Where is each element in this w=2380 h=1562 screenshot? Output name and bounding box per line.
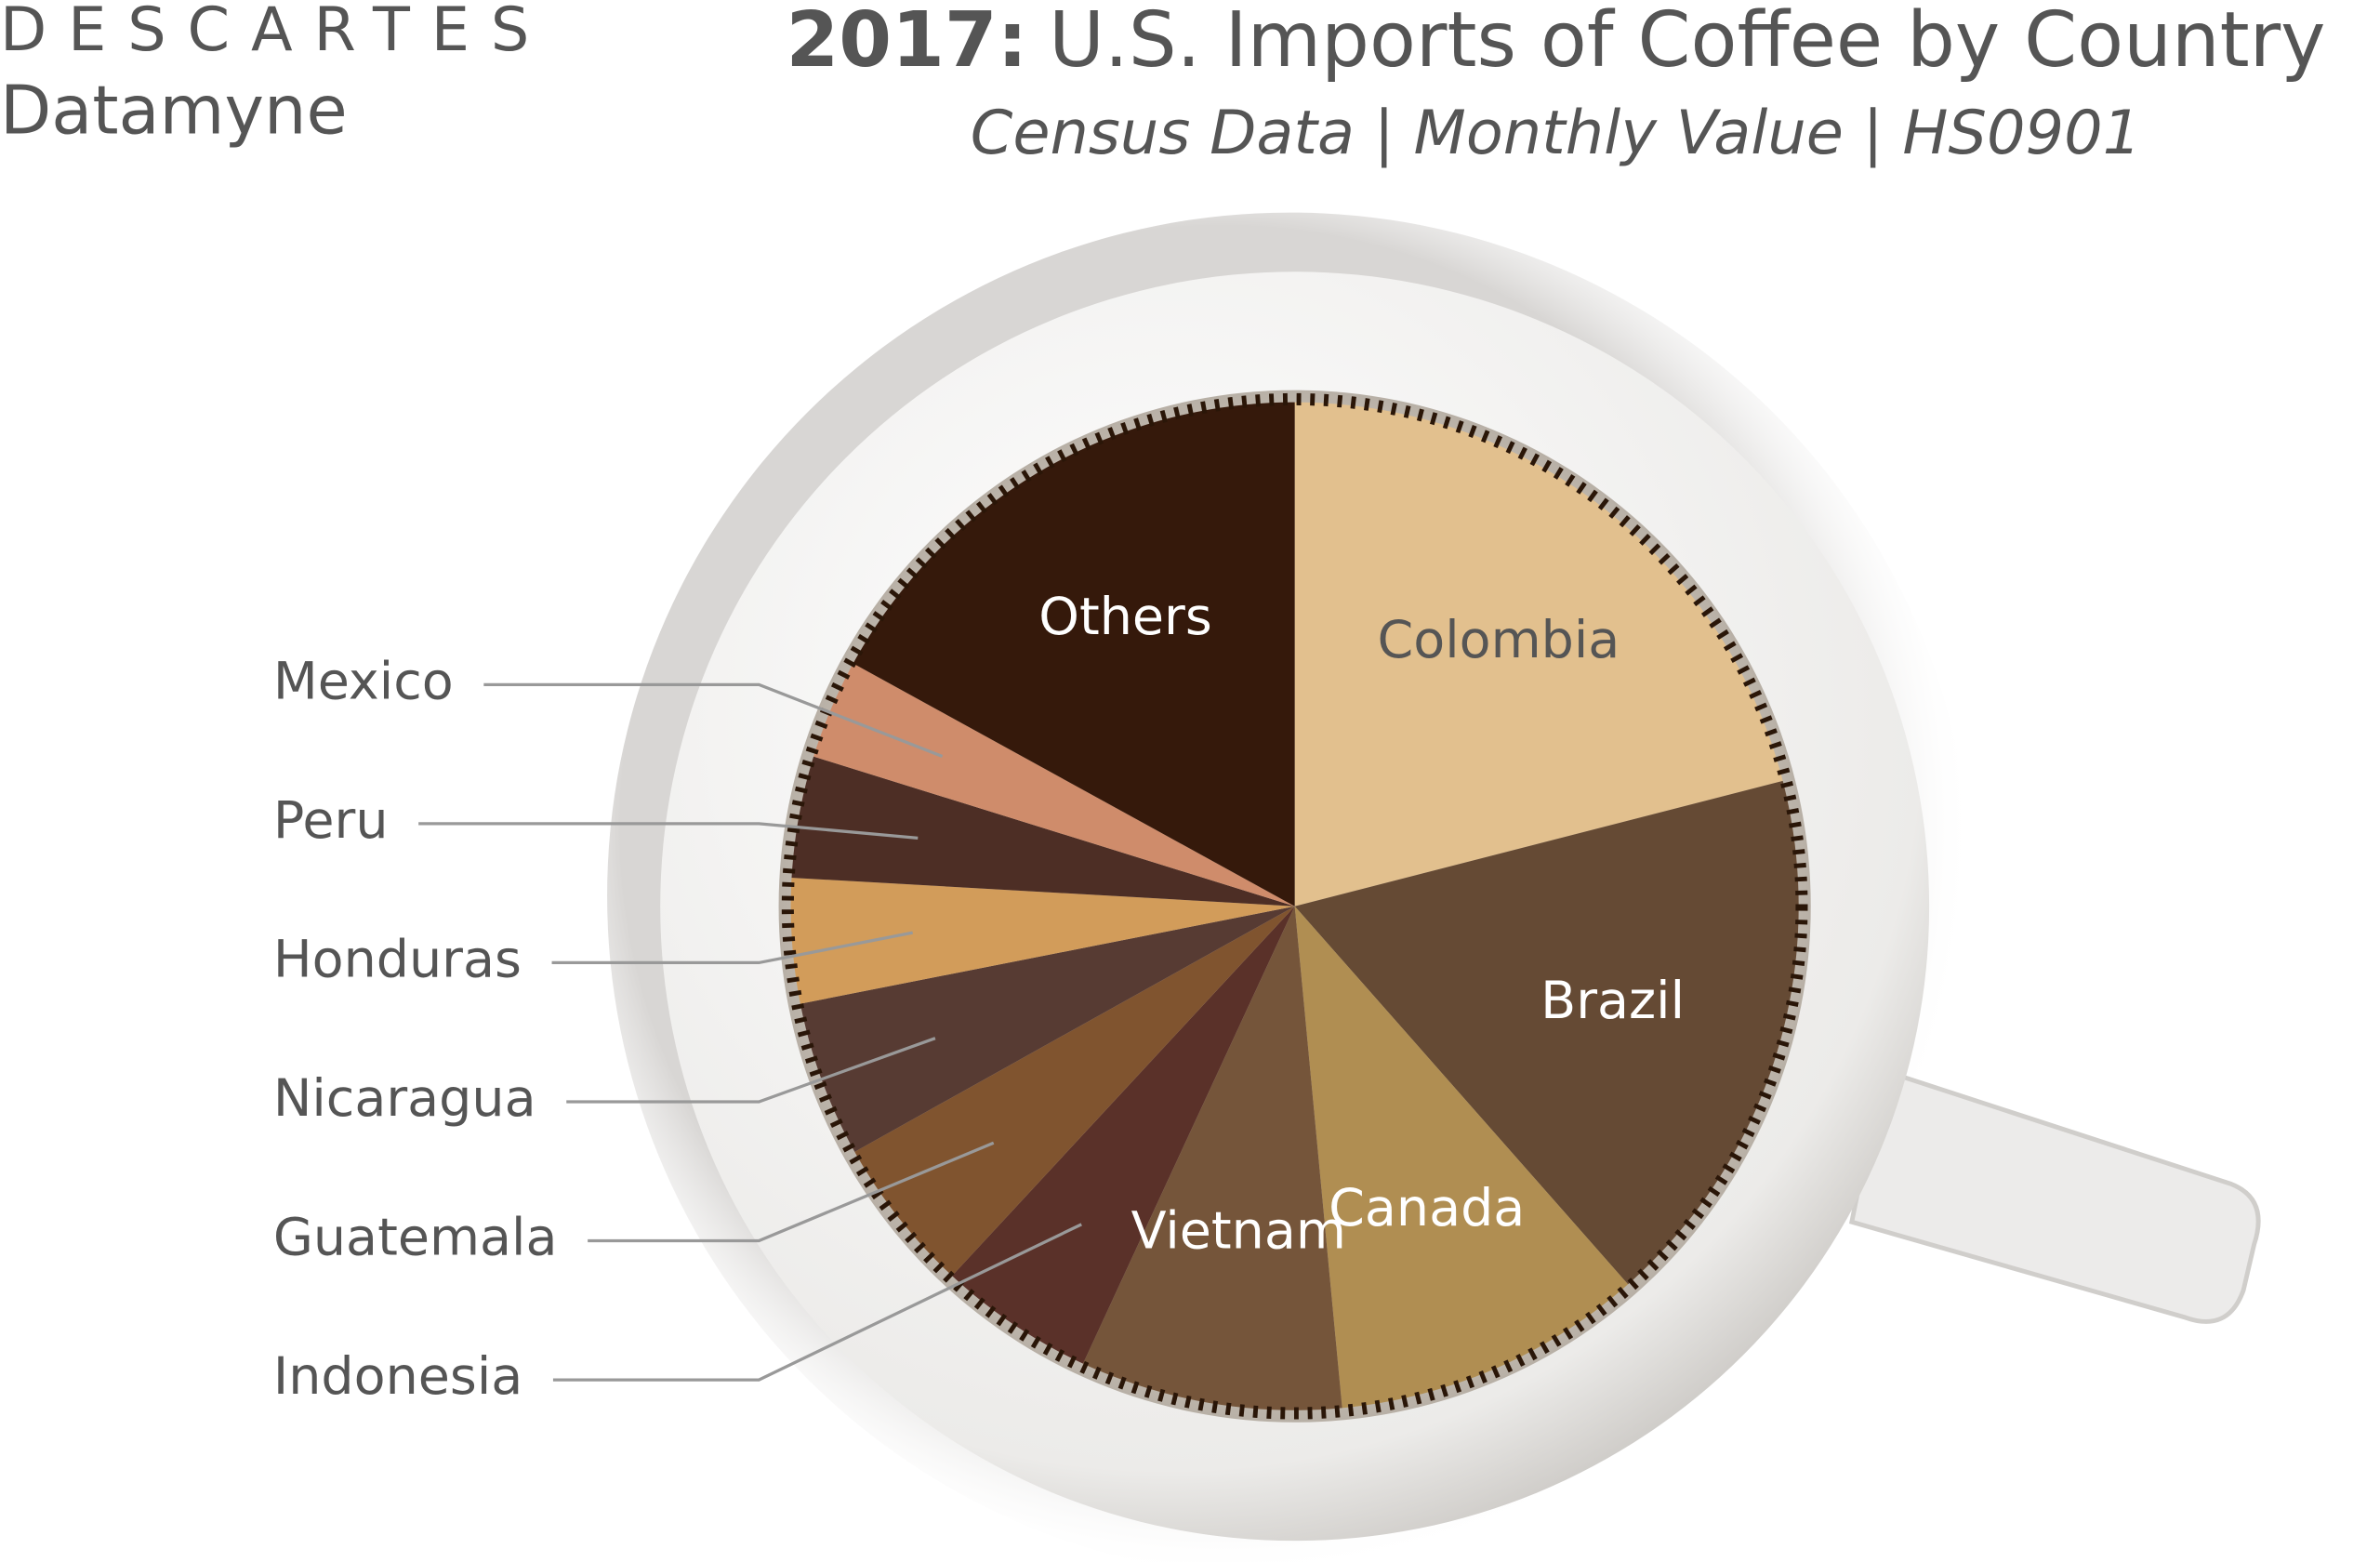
slice-label: Others: [1038, 587, 1212, 647]
leader-label: Honduras: [273, 930, 522, 990]
slice-label: Colombia: [1378, 610, 1620, 670]
slice-label: Canada: [1329, 1178, 1525, 1238]
leader-label: Nicaragua: [273, 1068, 536, 1129]
brand-name: DESCARTES: [0, 0, 550, 65]
pie-slice: [790, 648, 1295, 907]
leader-label: Guatemala: [273, 1208, 558, 1268]
slice-label: Brazil: [1540, 971, 1685, 1031]
foam-ring: [781, 392, 1808, 1420]
pie-slice: [827, 906, 1295, 1299]
leader-line: [483, 682, 944, 758]
title-year: 2017:: [786, 0, 1027, 85]
pie-slice: [1294, 773, 1799, 1307]
leader-label: Peru: [273, 790, 389, 851]
leader-line: [566, 1037, 936, 1104]
leader-line: [551, 931, 913, 965]
pie-slice: [931, 906, 1295, 1392]
leader-line: [588, 1141, 995, 1243]
title-text: U.S. Imports of Coffee by Country: [1049, 0, 2325, 85]
chart-title: 2017: U.S. Imports of Coffee by Country: [786, 0, 2325, 85]
pie-slice: [1070, 906, 1345, 1410]
leader-label: Indonesia: [273, 1346, 522, 1407]
slice-label: Vietnam: [1131, 1200, 1346, 1261]
leader-label: Mexico: [273, 651, 454, 711]
pie-slice: [790, 906, 1295, 1167]
pie-slice: [790, 747, 1295, 907]
pie-slice: [1294, 906, 1648, 1410]
pie-slice: [1294, 402, 1799, 907]
leader-line: [418, 822, 919, 840]
chart-subtitle: Census Data | Monthly Value | HS0901: [971, 98, 2141, 168]
brand-product: Datamyne: [0, 72, 348, 150]
leader-line: [552, 1223, 1082, 1382]
pie-slice: [790, 876, 1295, 1010]
cup-handle: [1848, 1066, 2261, 1324]
